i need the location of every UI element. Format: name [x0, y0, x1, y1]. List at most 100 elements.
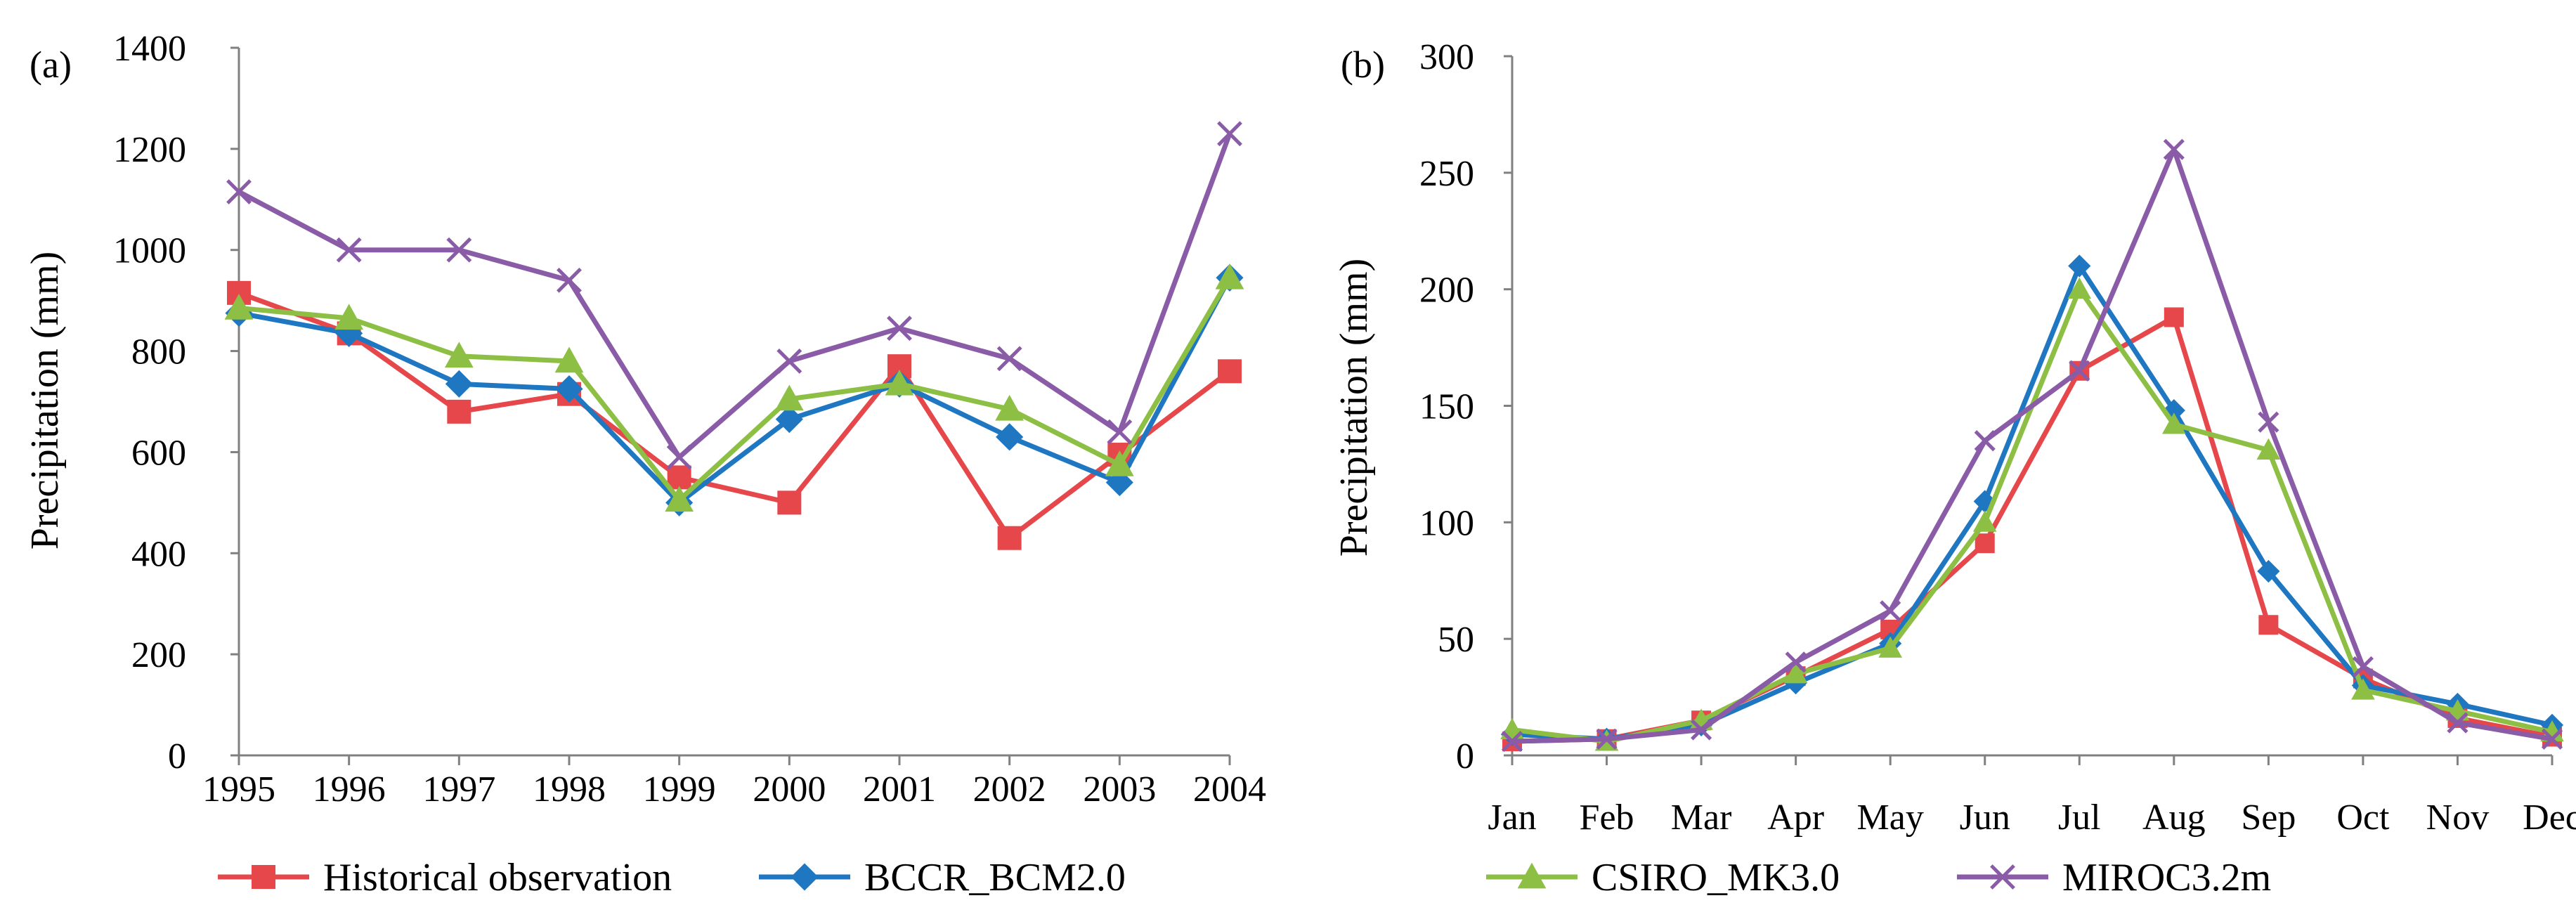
b-series-2-point-8	[2256, 438, 2281, 460]
b-series-3-point-11	[2541, 728, 2563, 750]
a-series-3-point-0-stroke-2	[226, 179, 252, 204]
a-y-tick-label: 200	[131, 635, 186, 675]
a-series-3-point-6	[887, 316, 912, 342]
a-series-line-2	[238, 276, 1232, 503]
a-series-3-point-3-stroke-2	[557, 267, 582, 293]
b-series-3-point-0-stroke-2	[1501, 731, 1523, 753]
a-x-tick-label: 2000	[753, 769, 826, 809]
b-series-3-point-8-stroke-2	[2258, 411, 2279, 433]
b-x-tick-label: Feb	[1580, 798, 1634, 838]
a-x-tick-label: 2004	[1193, 769, 1266, 809]
a-x-tick-label: 2003	[1083, 769, 1156, 809]
b-x-tick-label: Sep	[2241, 798, 2296, 838]
b-series-2-point-9	[2351, 678, 2375, 700]
b-series-3-point-11-stroke-2	[2541, 728, 2563, 750]
a-series-3-point-5	[776, 349, 802, 374]
a-series-0-point-5	[777, 490, 802, 515]
b-y-tick-label: 0	[1456, 736, 1474, 776]
a-series-3-point-2	[446, 237, 472, 263]
a-y-axis-title: Precipitation (mm)	[23, 252, 67, 550]
a-series-2-point-7	[995, 394, 1024, 421]
a-series-1-point-2	[445, 370, 473, 398]
b-series-0-point-8	[2258, 615, 2279, 635]
b-series-line-1	[1511, 264, 2553, 742]
b-series-3-point-7	[2163, 138, 2185, 160]
b-series-3-point-3	[1785, 651, 1807, 673]
b-series-3-point-8	[2258, 411, 2279, 433]
a-x-tick-label: 1996	[313, 769, 386, 809]
a-series-2-point-1	[334, 304, 364, 330]
a-y-tick-label: 1400	[113, 29, 186, 69]
a-y-tick-label: 1200	[113, 130, 186, 170]
legend-entry-3: MIROC3.2m	[1957, 856, 2271, 899]
a-series-2-point-9	[1215, 263, 1244, 290]
a-series-2-point-6	[885, 369, 914, 396]
a-series-3-point-1	[336, 237, 362, 263]
legend-entry-1: BCCR_BCM2.0	[759, 856, 1126, 899]
a-series-0-point-4	[667, 465, 691, 490]
chart-a: 0 200 400 600 800 1000 1200 1400 1995 1996 1997 199…	[23, 29, 1266, 809]
b-series-0-point-7	[2164, 307, 2184, 327]
b-y-tick-label: 150	[1419, 387, 1474, 427]
a-x-tick-label: 1997	[422, 769, 495, 809]
b-x-tick-label: Jan	[1488, 798, 1536, 838]
b-series-3-point-7-stroke-2	[2163, 138, 2185, 160]
a-series-3-point-1-stroke-2	[336, 237, 362, 263]
a-series-2-point-8	[1105, 450, 1134, 476]
a-series-3-point-3	[557, 267, 582, 293]
b-series-line-3	[1511, 147, 2553, 744]
legend-marker-3	[1990, 864, 2015, 890]
legend-entry-0: Historical observation	[218, 856, 672, 899]
b-series-2-point-6	[2067, 277, 2092, 299]
a-y-tick-label: 0	[168, 736, 186, 776]
a-series-line-3	[238, 133, 1232, 460]
a-series-3-point-8	[1107, 419, 1133, 445]
a-series-3-point-5-stroke-2	[776, 349, 802, 374]
b-series-3-point-10-stroke-2	[2447, 712, 2468, 734]
legend-label-0: Historical observation	[323, 856, 672, 899]
a-series-0-point-7	[997, 526, 1022, 550]
a-series-3-point-7	[996, 346, 1022, 372]
a-series-3-point-2-stroke-2	[446, 237, 472, 263]
legend-marker-1	[791, 863, 819, 891]
b-series-2-point-5	[1972, 510, 1997, 532]
a-series-3-point-8-stroke-2	[1107, 419, 1133, 445]
chart-b: 0 50 100 150 200 250 300 Jan Feb Mar Apr May Jun Jul A…	[1332, 37, 2576, 838]
b-series-3-point-3-stroke-2	[1785, 651, 1807, 673]
a-y-tick-label: 600	[131, 433, 186, 473]
b-x-tick-label: Nov	[2426, 798, 2490, 838]
a-series-3-point-0	[226, 179, 252, 204]
a-series-2-point-4	[665, 486, 694, 512]
b-series-3-point-6	[2069, 360, 2090, 382]
b-series-0-point-5	[1975, 533, 1995, 554]
a-series-line-1	[238, 276, 1232, 505]
b-series-3-point-6-stroke-2	[2069, 360, 2090, 382]
b-series-3-point-5-stroke-2	[1974, 430, 1996, 452]
a-series-0-point-9	[1218, 359, 1242, 384]
b-series-3-point-4-stroke-2	[1880, 600, 1901, 622]
b-series-2-point-7	[2162, 412, 2186, 434]
a-series-line-0	[238, 290, 1232, 541]
b-series-1-point-6	[2068, 254, 2091, 278]
a-series-2-point-2	[444, 342, 474, 368]
a-series-2-point-0	[224, 294, 254, 320]
a-series-1-point-3	[555, 375, 583, 403]
b-x-tick-label: Dec	[2523, 798, 2576, 838]
a-series-1-point-7	[996, 423, 1024, 451]
b-y-tick-label: 250	[1419, 154, 1474, 194]
b-x-tick-label: Mar	[1671, 798, 1732, 838]
a-series-2-point-3	[554, 346, 584, 373]
legend-entry-2: CSIRO_MK3.0	[1486, 856, 1840, 899]
b-series-line-2	[1511, 287, 2553, 744]
a-series-3-point-4-stroke-2	[666, 444, 692, 470]
a-series-0-point-2	[447, 399, 471, 424]
a-x-tick-label: 1999	[643, 769, 716, 809]
a-x-tick-label: 2001	[863, 769, 936, 809]
b-series-3-point-4	[1880, 600, 1901, 622]
b-x-tick-label: Aug	[2142, 798, 2206, 838]
b-x-tick-label: Apr	[1767, 798, 1824, 838]
b-series-2-point-4	[1878, 636, 1902, 658]
b-series-1-point-8	[2257, 559, 2280, 583]
b-x-tick-label: Jun	[1960, 798, 2010, 838]
a-series-2-point-5	[774, 384, 804, 411]
